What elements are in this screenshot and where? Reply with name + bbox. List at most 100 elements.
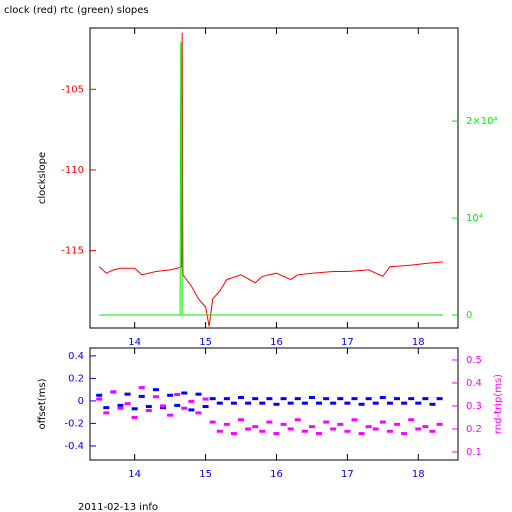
scatter-point [117,406,124,410]
scatter-point [379,420,386,424]
y-tick-label: 0 [466,310,472,321]
scatter-point [167,393,174,397]
scatter-point [188,408,195,412]
scatter-point [436,397,443,401]
scatter-point [245,401,252,405]
scatter-point [330,427,337,431]
scatter-point [202,397,209,401]
scatter-point [160,404,167,408]
scatter-point [323,397,330,401]
scatter-point [174,403,181,407]
y-tick-label: 2×10⁴ [466,116,497,127]
scatter-point [337,397,344,401]
scatter-point [174,392,181,396]
x-tick-label: 18 [412,469,425,480]
scatter-point [152,388,159,392]
scatter-point [167,413,174,417]
scatter-point [110,390,117,394]
scatter-point [422,425,429,429]
scatter-point [294,418,301,422]
x-tick-label: 15 [199,469,212,480]
y-tick-label: 0.4 [466,378,482,389]
scatter-point [259,429,266,433]
scatter-point [252,397,259,401]
scatter-point [230,401,237,405]
scatter-point [344,429,351,433]
scatter-point [96,397,103,401]
scatter-point [252,425,259,429]
scatter-point [372,427,379,431]
scatter-point [160,406,167,410]
scatter-point [209,420,216,424]
scatter-point [401,401,408,405]
y-tick-label: -115 [61,246,84,257]
scatter-point [358,402,365,406]
footer: 2011-02-13 info [78,502,158,512]
scatter-point [131,407,138,411]
scatter-point [330,401,337,405]
y-tick-label: -0.4 [64,441,84,452]
scatter-point [216,429,223,433]
y-axis-label: offset(ms) [37,378,48,429]
scatter-point [230,432,237,436]
scatter-point [96,393,103,397]
scatter-point [351,418,358,422]
scatter-point [209,397,216,401]
scatter-point [152,395,159,399]
scatter-point [365,425,372,429]
series-line [99,42,444,316]
scatter-point [181,391,188,395]
y-tick-label: 0.3 [466,401,482,412]
scatter-point [195,392,202,396]
y-tick-label: -0.2 [64,418,84,429]
scatter-point [245,427,252,431]
x-tick-label: 14 [128,469,141,480]
scatter-point [408,418,415,422]
plot-frame [89,27,459,329]
scatter-point [316,432,323,436]
scatter-point [422,397,429,401]
scatter-point [379,396,386,400]
y-axis-label: clockslope [37,152,48,204]
y-tick-label: -110 [61,165,84,176]
scatter-point [358,432,365,436]
scatter-point [238,396,245,400]
x-tick-label: 17 [341,469,354,480]
scatter-point [287,401,294,405]
scatter-point [238,418,245,422]
scatter-point [117,403,124,407]
scatter-point [308,425,315,429]
scatter-point [337,422,344,426]
scatter-point [401,432,408,436]
scatter-point [287,427,294,431]
scatter-point [372,401,379,405]
scatter-point [394,397,401,401]
chart-title: clock (red) rtc (green) slopes [4,5,149,16]
scatter-point [429,429,436,433]
scatter-point [301,429,308,433]
scatter-point [145,405,152,409]
scatter-point [386,429,393,433]
scatter-point [280,422,287,426]
scatter-point [223,397,230,401]
series-line [98,32,444,327]
y-tick-label: 0.2 [68,373,84,384]
scatter-point [145,409,152,413]
y-tick-label: 10⁴ [466,213,483,224]
scatter-point [408,397,415,401]
scatter-point [323,420,330,424]
scatter-point [308,396,315,400]
scatter-point [266,420,273,424]
scatter-point [259,401,266,405]
scatter-point [216,401,223,405]
x-tick-label: 14 [128,337,141,348]
x-tick-label: 16 [270,469,283,480]
scatter-point [415,427,422,431]
scatter-point [138,394,145,398]
scatter-point [273,402,280,406]
x-tick-label: 16 [270,337,283,348]
x-tick-label: 17 [341,337,354,348]
scatter-point [394,422,401,426]
y-tick-label: 0.1 [466,447,482,458]
scatter-point [195,411,202,415]
